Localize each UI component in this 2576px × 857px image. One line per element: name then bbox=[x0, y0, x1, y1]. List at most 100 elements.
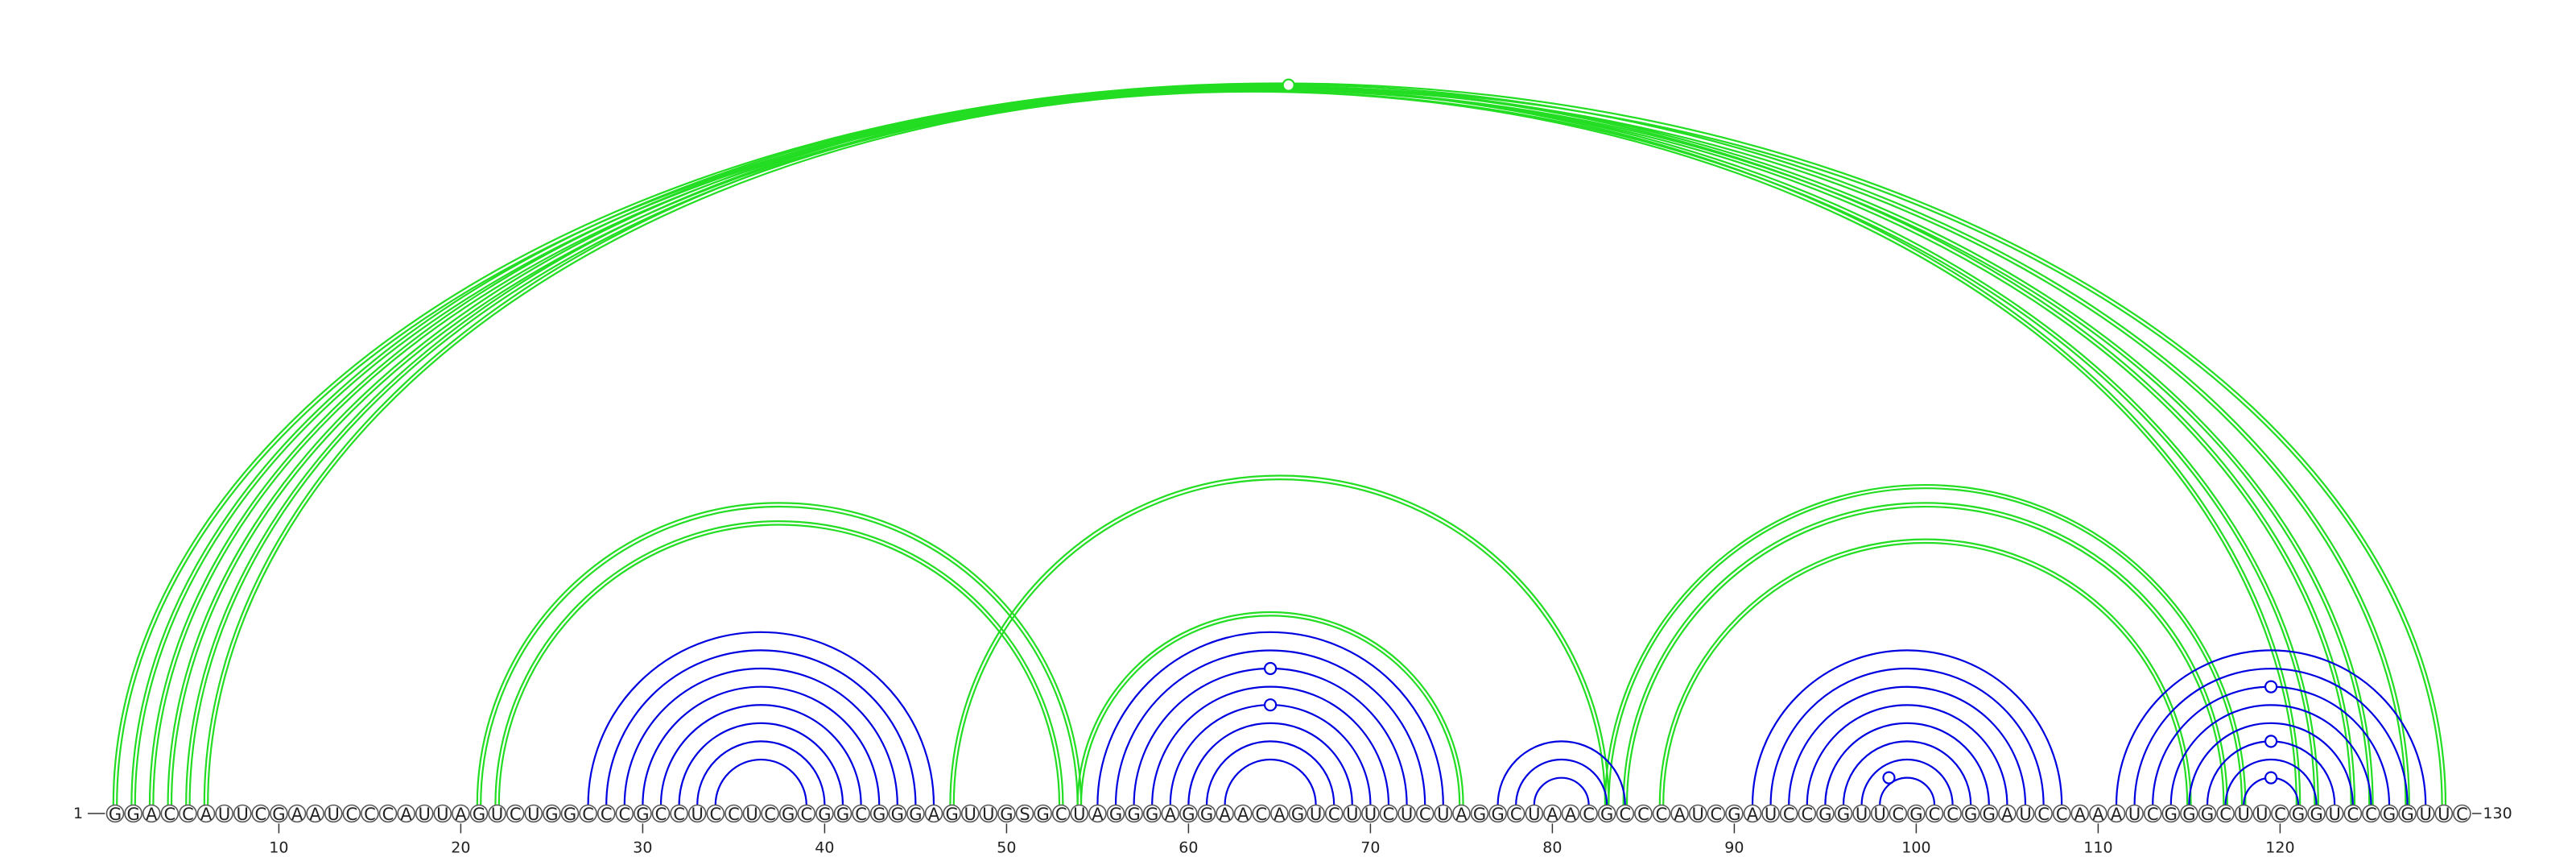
nucleotide-letter: A bbox=[1455, 805, 1468, 824]
arc-84-117-strand-1 bbox=[1622, 502, 2228, 805]
nucleotide-letter: C bbox=[1328, 805, 1340, 824]
nucleotide-letter: U bbox=[1401, 805, 1413, 824]
nucleotide-letter: G bbox=[2201, 805, 2214, 824]
nucleotide-letter: A bbox=[400, 805, 412, 824]
arc-21-54-strand-2 bbox=[480, 505, 1079, 805]
nucleotide-88: U bbox=[1688, 804, 1707, 824]
nucleotide-letter: G bbox=[2165, 805, 2178, 824]
nucleotide-letter: U bbox=[2128, 805, 2140, 824]
arc-92-107 bbox=[1769, 667, 2045, 805]
nucleotide-98: U bbox=[1870, 804, 1889, 824]
nucleotide-letter: G bbox=[1200, 805, 1213, 824]
nucleotide-letter: C bbox=[163, 805, 175, 824]
nucleotide-letter: G bbox=[945, 805, 958, 824]
nucleotide-8: U bbox=[233, 804, 252, 824]
nucleotide-94: C bbox=[1798, 804, 1817, 824]
nucleotide-letter: U bbox=[218, 805, 230, 824]
nucleotide-21: G bbox=[469, 804, 489, 824]
nucleotide-105: A bbox=[1998, 804, 2017, 824]
nucleotide-115: G bbox=[2180, 804, 2198, 824]
nucleotide-103: G bbox=[1961, 804, 1980, 824]
nucleotide-letter: C bbox=[1637, 805, 1649, 824]
nucleotide-letter: G bbox=[1491, 805, 1504, 824]
arc-61-68 bbox=[1205, 740, 1335, 805]
start-position-label: 1 bbox=[73, 805, 83, 822]
nucleotide-letter: U bbox=[1856, 805, 1868, 824]
nucleotide-100: G bbox=[1907, 804, 1926, 824]
nucleotide-letter: A bbox=[1092, 805, 1104, 824]
nucleotide-27: C bbox=[579, 804, 597, 824]
nucleotide-letter: U bbox=[1073, 805, 1085, 824]
tick-layer: 10 20 30 40 50 60 70 80 90 100 110 120 bbox=[269, 823, 2295, 857]
nucleotide-123: U bbox=[2325, 804, 2344, 824]
nucleotide-13: U bbox=[324, 804, 343, 824]
nucleotide-40: G bbox=[815, 804, 834, 824]
nucleotide-letter: U bbox=[1437, 805, 1449, 824]
nucleotide-letter: U bbox=[1346, 805, 1358, 824]
nucleotide-67: U bbox=[1307, 804, 1325, 824]
nucleotide-34: C bbox=[706, 804, 725, 824]
nucleotide-letter: U bbox=[691, 805, 704, 824]
arc-91-108 bbox=[1751, 649, 2063, 805]
nucleotide-letter: C bbox=[182, 805, 194, 824]
nucleotide-letter: U bbox=[1765, 805, 1777, 824]
nucleotide-76: G bbox=[1470, 804, 1489, 824]
tick-label-80: 80 bbox=[1542, 839, 1562, 857]
nucleotide-letter: C bbox=[2456, 805, 2468, 824]
nucleotide-letter: C bbox=[345, 805, 357, 824]
nucleotide-89: C bbox=[1707, 804, 1726, 824]
nucleotide-60: G bbox=[1179, 804, 1198, 824]
nucleotide-letter: U bbox=[419, 805, 431, 824]
nucleotide-letter: S bbox=[1019, 805, 1030, 824]
nucleotide-96: G bbox=[1834, 804, 1853, 824]
nucleotide-letter: U bbox=[2438, 805, 2450, 824]
nucleotide-letter: U bbox=[1874, 805, 1886, 824]
nucleotide-letter: C bbox=[2037, 805, 2050, 824]
arc-84-117-strand-2 bbox=[1625, 505, 2225, 805]
nucleotide-letter: C bbox=[1383, 805, 1395, 824]
nucleotide-51: S bbox=[1015, 804, 1034, 824]
nucleotide-114: G bbox=[2161, 804, 2181, 824]
nucleotide-letter: A bbox=[1274, 805, 1286, 824]
arc-111-128 bbox=[2115, 649, 2427, 805]
nucleotide-1: G bbox=[105, 804, 125, 824]
nucleotide-64: C bbox=[1252, 804, 1271, 824]
nucleotide-57: G bbox=[1125, 804, 1143, 824]
nucleotide-letter: G bbox=[564, 805, 576, 824]
arc-54-75-strand-2 bbox=[1080, 615, 1461, 805]
nucleotide-letter: G bbox=[1728, 805, 1740, 824]
nucleotide-124: C bbox=[2343, 804, 2363, 824]
nucleotide-93: C bbox=[1779, 804, 1798, 824]
arc-54-75-strand-1 bbox=[1076, 611, 1464, 805]
nucleotide-35: C bbox=[724, 804, 743, 824]
nucleotide-56: G bbox=[1106, 804, 1125, 824]
nucleotide-113: C bbox=[2143, 804, 2162, 824]
nucleotide-letter: A bbox=[1219, 805, 1231, 824]
end-labels: 1 130 bbox=[73, 805, 2512, 822]
tick-label-70: 70 bbox=[1360, 839, 1380, 857]
nucleotide-letter: C bbox=[673, 805, 685, 824]
nucleotide-letter: G bbox=[1964, 805, 1977, 824]
arc-86-115-strand-2 bbox=[1662, 541, 2189, 805]
arc-34-39 bbox=[714, 758, 807, 805]
arc-marker-7 bbox=[2264, 771, 2278, 785]
arc-4-124-strand-1 bbox=[167, 85, 2356, 805]
arc-115-124 bbox=[2188, 722, 2354, 805]
nucleotide-6: A bbox=[196, 804, 216, 824]
nucleotide-letter: C bbox=[1583, 805, 1595, 824]
nucleotide-47: G bbox=[943, 804, 961, 824]
arc-30-43 bbox=[642, 685, 881, 805]
nucleotide-78: C bbox=[1506, 804, 1525, 824]
nucleotide-36: U bbox=[742, 804, 762, 824]
nucleotide-letter: G bbox=[636, 805, 649, 824]
nucleotide-letter: G bbox=[272, 805, 285, 824]
nucleotide-letter: G bbox=[2401, 805, 2413, 824]
arc-22-53-strand-2 bbox=[497, 524, 1061, 805]
nucleotide-letter: U bbox=[237, 805, 249, 824]
nucleotide-90: G bbox=[1725, 804, 1744, 824]
nucleotide-letter: U bbox=[964, 805, 976, 824]
arc-marker-4 bbox=[1882, 771, 1896, 785]
nucleotide-letter: G bbox=[1127, 805, 1140, 824]
nucleotide-20: A bbox=[452, 804, 470, 824]
nucleotide-letter: A bbox=[1747, 805, 1759, 824]
